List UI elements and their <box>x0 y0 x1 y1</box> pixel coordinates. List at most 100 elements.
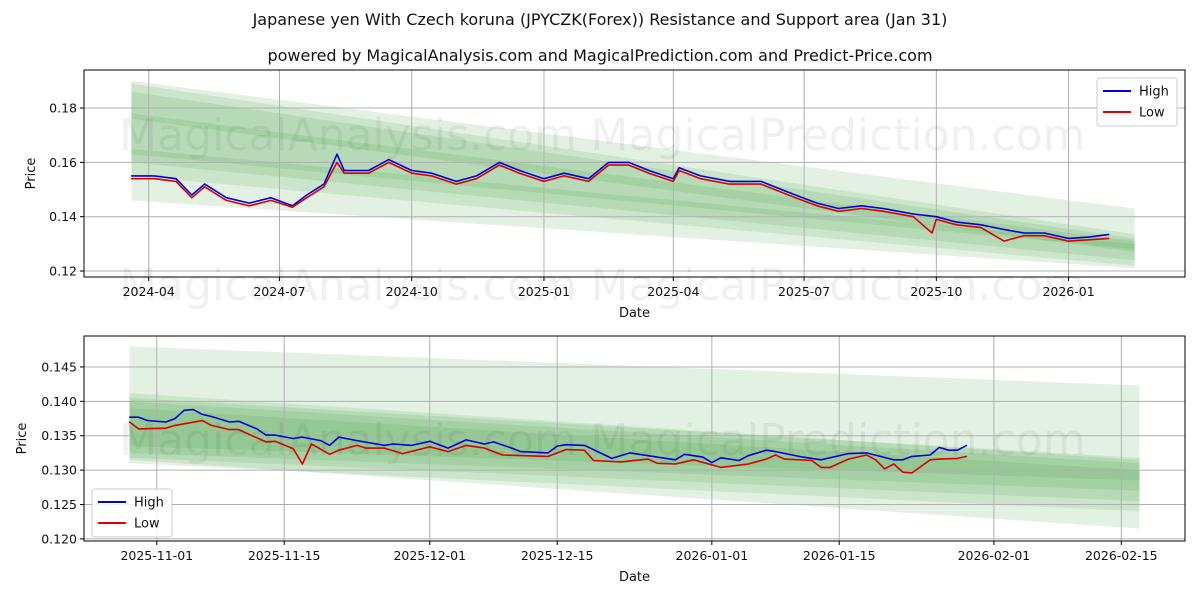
data-point-low <box>367 172 370 174</box>
data-point-low <box>929 459 931 461</box>
x-tick-label: 2026-01 <box>1042 284 1094 299</box>
data-point-low <box>392 450 394 452</box>
data-point-high <box>882 207 884 210</box>
x-tick-label: 2026-02-01 <box>958 548 1031 563</box>
x-axis-label: Date <box>619 306 650 321</box>
data-point-high <box>228 421 231 423</box>
data-point-high <box>410 444 413 446</box>
data-point-high <box>411 169 413 172</box>
data-point-high <box>955 221 958 223</box>
data-point-high <box>702 456 704 458</box>
data-point-high <box>947 449 950 451</box>
data-point-low <box>137 428 140 430</box>
y-tick-label: 0.130 <box>41 463 77 478</box>
plot-frame <box>83 335 1186 542</box>
data-point-high <box>492 441 495 443</box>
data-point-low <box>175 180 177 182</box>
data-point-high <box>256 428 258 430</box>
data-point-low <box>274 440 276 442</box>
data-point-high <box>447 447 449 449</box>
data-point-high <box>802 456 804 458</box>
data-point-low <box>338 449 340 451</box>
x-tick-label: 2025-11-15 <box>248 548 321 563</box>
data-point-high <box>611 457 613 460</box>
x-tick-label: 2025-11-01 <box>120 548 193 563</box>
data-point-high <box>774 450 777 453</box>
data-point-high <box>498 161 500 163</box>
data-point-low <box>1043 235 1045 237</box>
data-point-high <box>938 446 940 449</box>
data-point-high <box>966 444 968 446</box>
data-point-low <box>931 232 933 234</box>
data-point-low <box>498 164 500 166</box>
data-point-low <box>678 169 680 172</box>
x-tick-label: 2026-02-15 <box>1085 548 1158 563</box>
data-point-low <box>938 458 940 460</box>
data-point-low <box>820 466 822 468</box>
watermark-text: MagicalAnalysis.com <box>119 415 577 466</box>
data-point-high <box>720 457 722 459</box>
data-point-high <box>153 175 156 177</box>
data-point-high <box>175 178 177 180</box>
data-point-low <box>228 428 231 431</box>
data-point-high <box>935 216 937 218</box>
data-point-low <box>583 449 586 451</box>
data-point-low <box>912 216 914 218</box>
data-point-low <box>210 424 212 427</box>
data-point-low <box>860 207 863 210</box>
data-point-low <box>483 447 485 449</box>
data-point-low <box>543 180 545 182</box>
legend-label-low: Low <box>134 517 160 532</box>
data-point-high <box>893 459 895 461</box>
data-point-high <box>711 461 713 464</box>
data-point-low <box>656 462 658 464</box>
data-point-high <box>356 439 358 442</box>
data-point-low <box>306 197 308 199</box>
x-tick-label: 2024-07 <box>253 284 305 299</box>
data-point-low <box>693 459 695 461</box>
data-point-high <box>1023 232 1025 234</box>
data-point-high <box>329 444 331 446</box>
data-point-high <box>700 175 702 177</box>
data-point-low <box>130 178 133 180</box>
watermark-text: MagicalAnalysis.com <box>119 110 577 161</box>
y-tick-label: 0.135 <box>41 428 77 443</box>
data-point-low <box>201 420 203 422</box>
data-point-low <box>847 458 849 460</box>
data-point-high <box>556 445 558 447</box>
support-resistance-band <box>131 83 1135 253</box>
data-point-high <box>392 443 394 445</box>
data-point-high <box>678 167 680 169</box>
data-point-low <box>225 199 227 201</box>
data-point-high <box>292 437 294 440</box>
data-point-low <box>329 453 331 455</box>
data-point-high <box>201 413 203 416</box>
support-resistance-band <box>131 113 1135 250</box>
data-point-high <box>674 459 677 461</box>
data-point-low <box>829 466 831 468</box>
data-point-low <box>674 463 677 465</box>
data-point-high <box>270 197 272 199</box>
data-point-high <box>511 447 513 449</box>
data-point-high <box>1108 233 1110 235</box>
data-point-high <box>787 191 789 193</box>
data-point-low <box>620 461 622 463</box>
data-point-low <box>1067 240 1070 242</box>
data-point-low <box>365 447 367 449</box>
y-axis-label: Price <box>15 423 30 455</box>
data-point-low <box>165 427 167 429</box>
x-tick-label: 2026-01-15 <box>803 548 876 563</box>
y-tick-label: 0.18 <box>49 101 77 116</box>
data-point-low <box>465 444 467 446</box>
support-resistance-band <box>129 346 1140 529</box>
data-point-low <box>411 172 413 174</box>
data-point-low <box>816 205 818 207</box>
data-point-low <box>343 172 345 174</box>
data-point-high <box>587 178 590 180</box>
chart-title: Japanese yen With Czech koruna (JPYCZK(F… <box>252 10 948 29</box>
support-resistance-band <box>131 148 1135 266</box>
data-point-high <box>956 449 959 451</box>
data-point-low <box>884 468 886 470</box>
